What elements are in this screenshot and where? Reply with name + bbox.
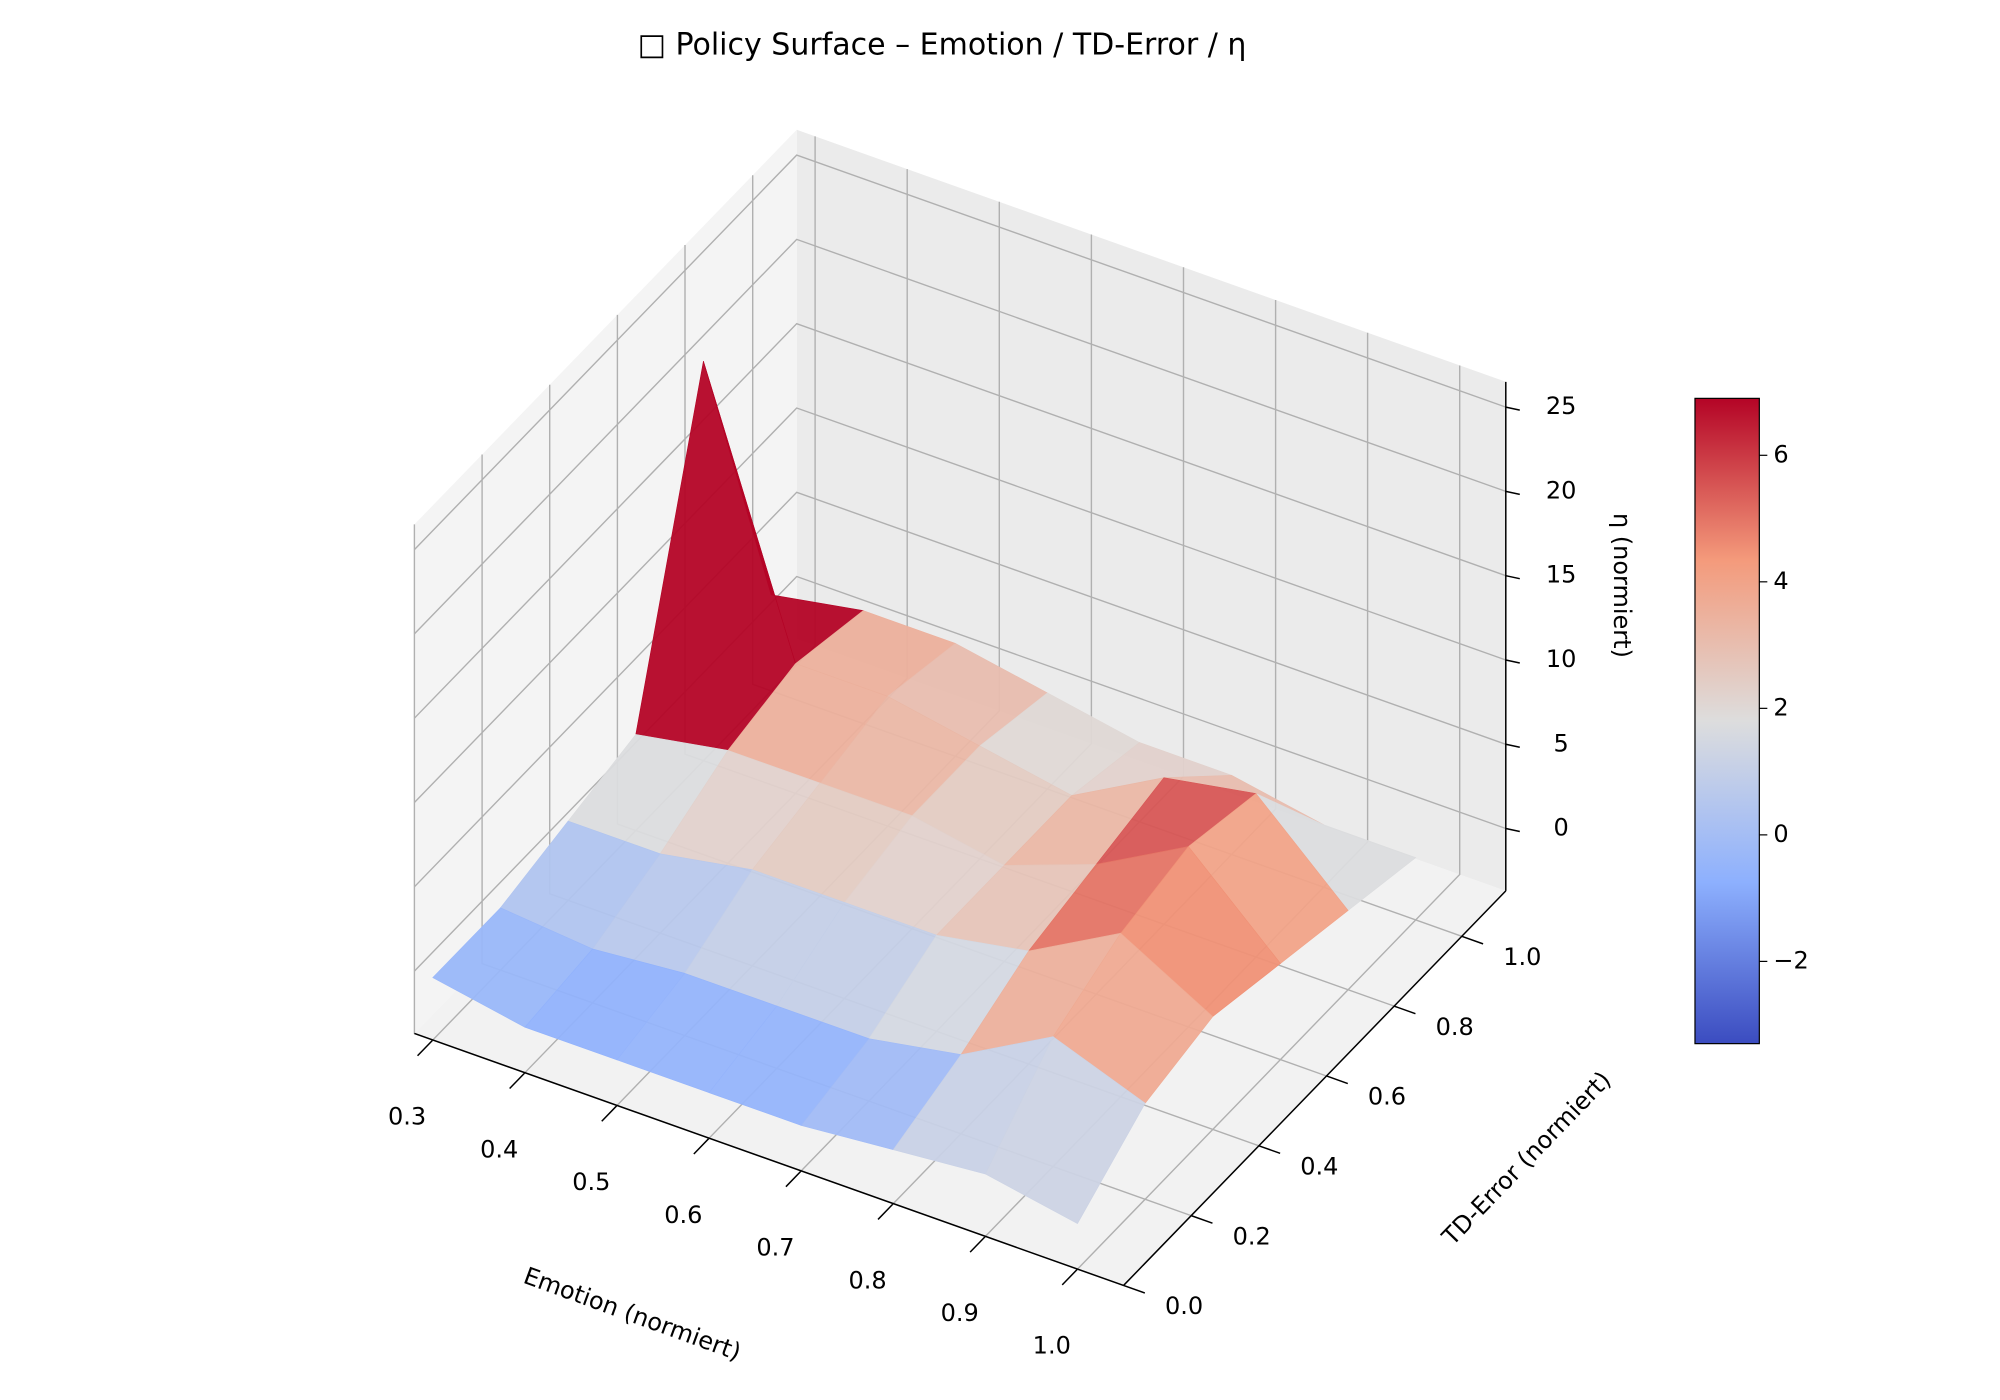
x-tick: [785, 1170, 802, 1188]
grid-line: [413, 322, 1507, 719]
y-tick: [1258, 1145, 1281, 1155]
x-tick-label: 0.5: [572, 1168, 610, 1196]
grid-line: [413, 238, 1507, 635]
x-tick-label: 0.4: [480, 1135, 518, 1163]
grid-line: [413, 491, 1507, 888]
z-tick: [1505, 659, 1520, 664]
x-tick: [601, 1104, 618, 1122]
z-tick: [1505, 574, 1520, 580]
z-axis-label: η (normiert): [1608, 513, 1636, 658]
x-tick-label: 0.9: [941, 1299, 979, 1327]
x-tick: [509, 1072, 526, 1090]
y-tick: [1123, 1284, 1146, 1294]
grid-line: [413, 407, 1507, 803]
x-tick: [969, 1235, 986, 1253]
y-tick: [1326, 1075, 1349, 1085]
y-tick-label: 0.0: [1165, 1292, 1203, 1320]
z-tick-label: 0: [1553, 814, 1568, 842]
y-tick: [1190, 1214, 1213, 1224]
colorbar-tick-label: 2: [1773, 693, 1788, 721]
colorbar-tick-label: 6: [1773, 440, 1788, 468]
y-tick: [1393, 1005, 1416, 1015]
z-tick: [1505, 406, 1520, 411]
colorbar-tick-label: 0: [1773, 820, 1788, 848]
x-tick: [693, 1137, 710, 1155]
x-tick: [1061, 1268, 1079, 1286]
colorbar-tick-label: 4: [1773, 567, 1788, 595]
colorbar-tick-label: −2: [1773, 946, 1808, 974]
colorbar: [1694, 397, 1760, 1045]
z-tick-label: 25: [1546, 392, 1577, 420]
y-tick-label: 1.0: [1503, 943, 1541, 971]
chart-title: □ Policy Surface – Emotion / TD-Error / …: [638, 28, 1247, 63]
x-tick-label: 0.7: [756, 1234, 794, 1262]
y-tick-label: 0.8: [1436, 1013, 1474, 1041]
axis-line: [1123, 890, 1507, 1286]
x-tick: [417, 1039, 434, 1057]
z-tick-label: 20: [1546, 476, 1577, 504]
y-tick: [1461, 935, 1484, 945]
grid-line: [1076, 365, 1461, 1270]
grid-line: [413, 575, 1507, 972]
z-tick: [1505, 743, 1520, 748]
grid-line: [413, 154, 1507, 551]
y-tick-label: 0.6: [1368, 1083, 1406, 1111]
y-tick-label: 0.4: [1300, 1152, 1338, 1180]
side-pane: [414, 129, 797, 1034]
x-tick-label: 0.8: [848, 1266, 886, 1294]
x-tick-label: 0.3: [388, 1103, 426, 1131]
axis-line: [414, 1032, 1124, 1287]
z-tick-label: 5: [1553, 729, 1568, 757]
x-tick-label: 0.6: [664, 1201, 702, 1229]
y-tick-label: 0.2: [1233, 1222, 1271, 1250]
z-tick-label: 15: [1546, 561, 1577, 589]
x-axis-label: Emotion (normiert): [520, 1262, 745, 1367]
z-tick-label: 10: [1546, 645, 1577, 673]
z-tick: [1505, 827, 1520, 833]
surface-patch: [985, 1036, 1146, 1225]
y-axis-label: TD-Error (normiert): [1436, 1066, 1617, 1252]
z-tick: [1505, 490, 1520, 496]
x-tick: [877, 1203, 894, 1220]
x-tick-label: 1.0: [1033, 1332, 1071, 1360]
